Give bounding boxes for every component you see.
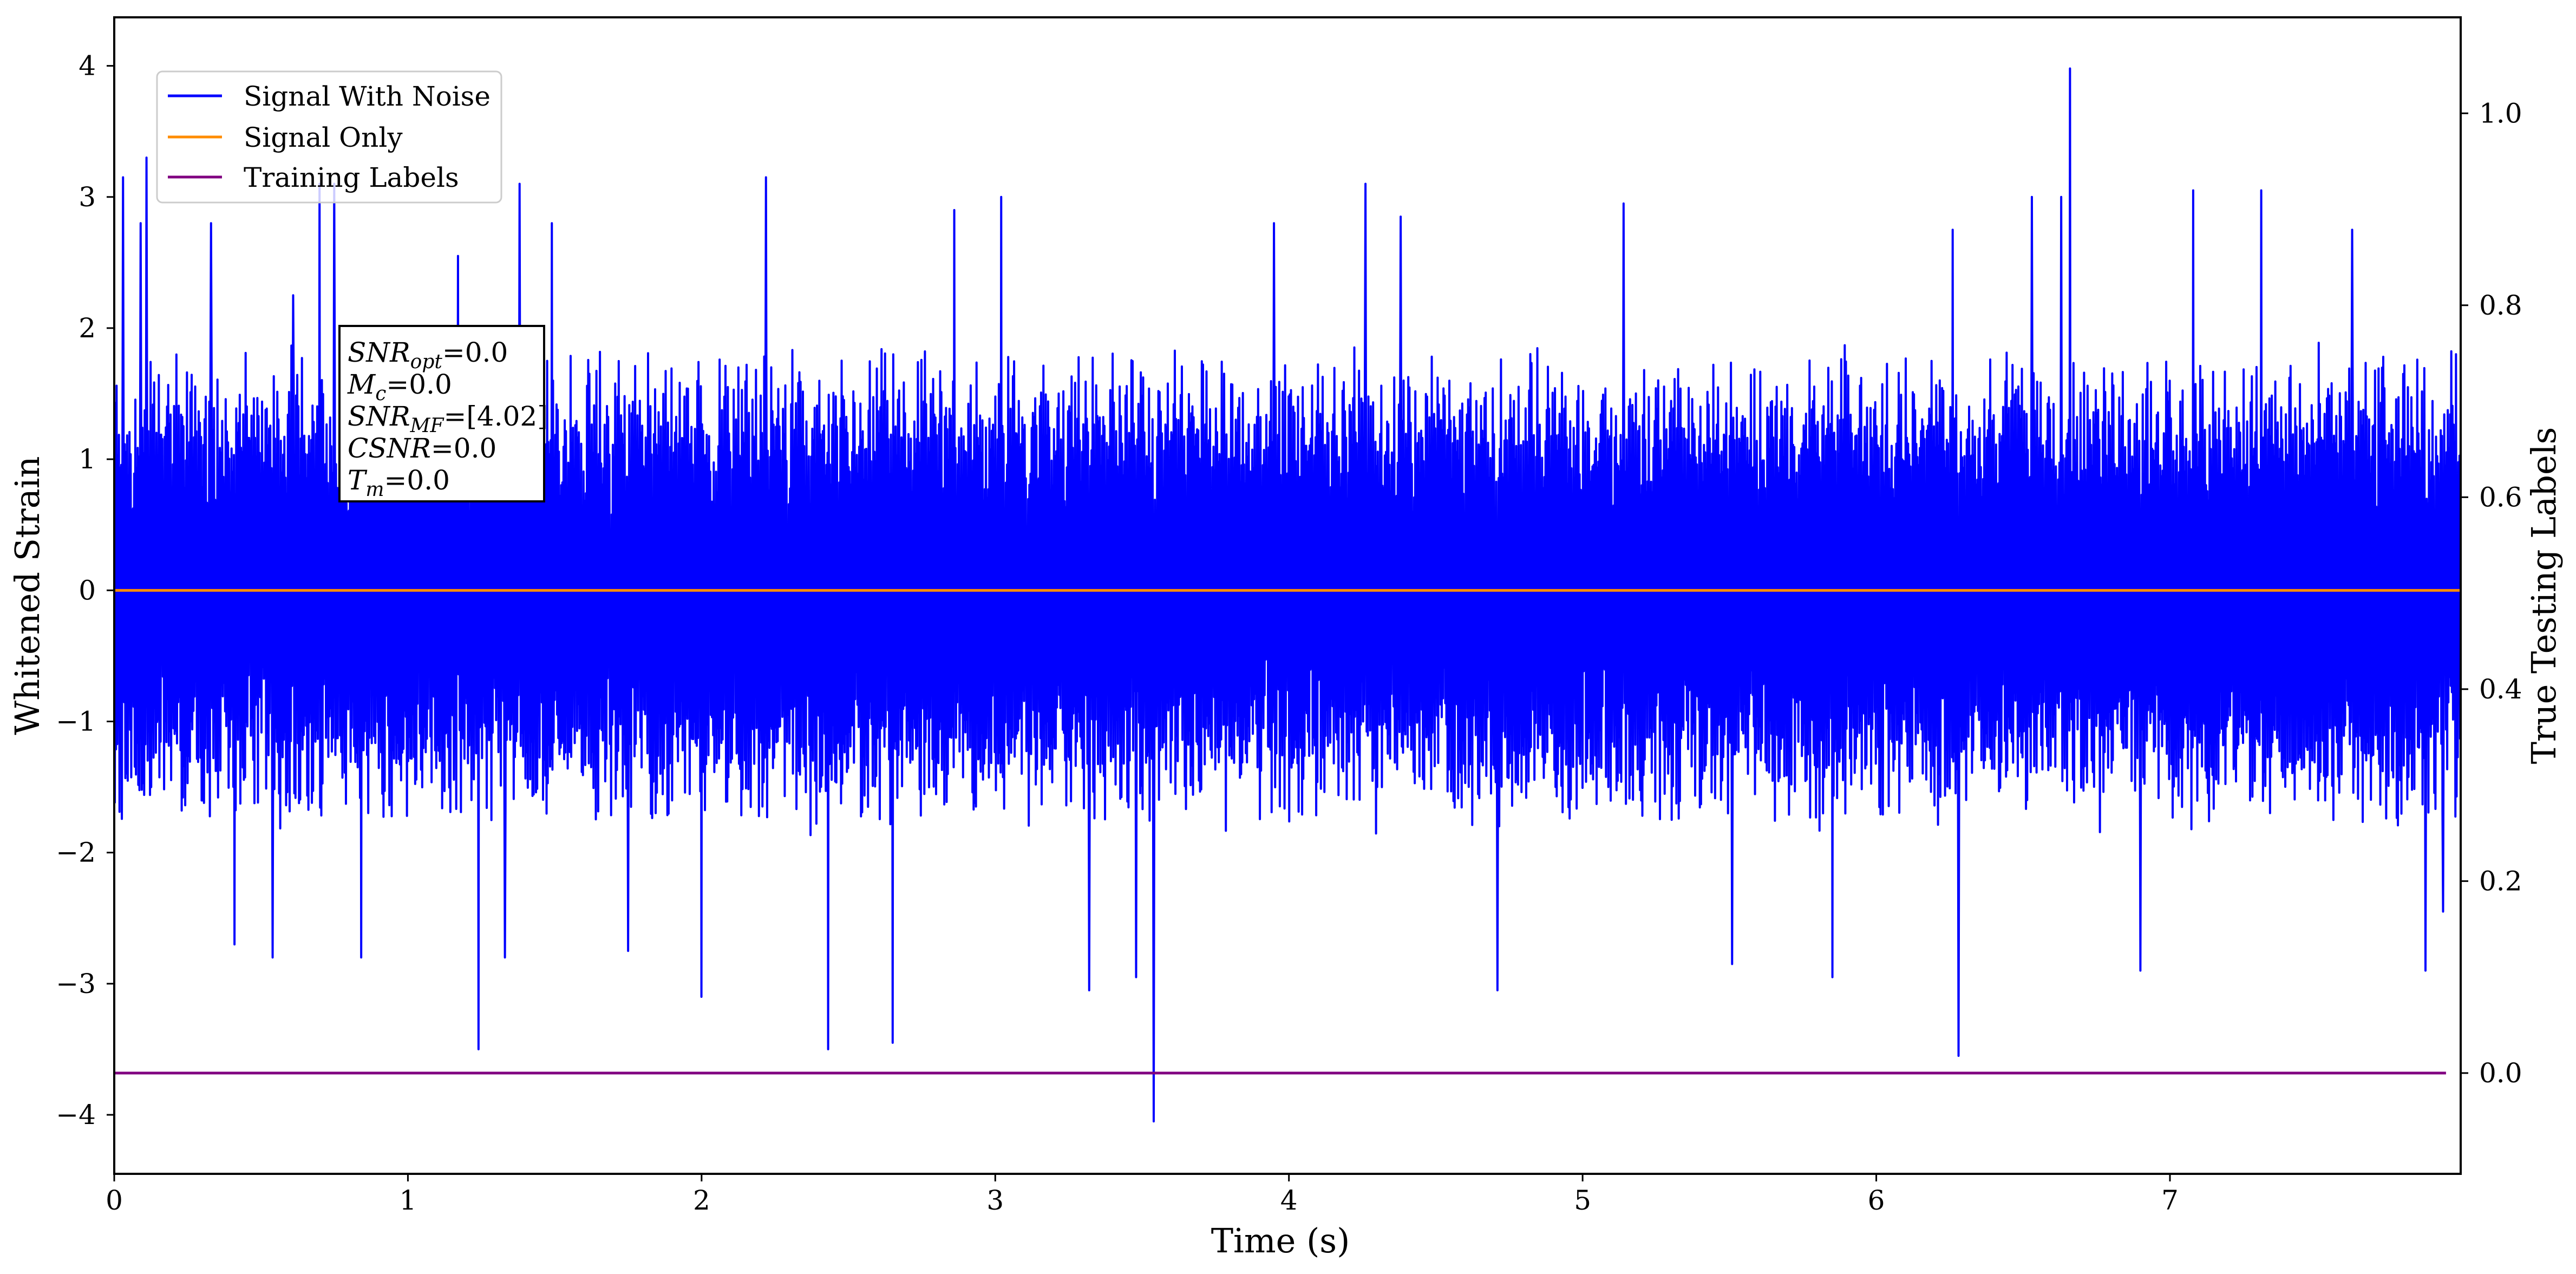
x-tick-label: 3 [986,1185,1004,1216]
y-tick-label: 1 [79,443,96,475]
x-tick-label: 6 [1868,1185,1885,1216]
annotation-line: SNRMF=[4.02] [348,401,548,437]
series-layer [114,67,2461,1123]
annotation-value: =0.0 [442,337,508,368]
annotation-line: Mc=0.0 [347,369,452,405]
y-tick-label: −3 [56,968,96,999]
x-axis-label: Time (s) [1211,1221,1350,1260]
annotation-line: CSNR=0.0 [348,433,496,464]
annotation-subscript: m [365,479,384,501]
y-axis: 4 3 2 1 0 −1 −2 −3 −4 [56,50,114,1131]
plot-frame [113,16,2462,1175]
annotation-frame [338,325,545,502]
annotation-subscript: c [375,383,386,405]
y2-axis: 1.0 0.8 0.6 0.4 0.2 0.0 [2461,97,2522,1089]
annotation-lines: SNRopt=0.0Mc=0.0SNRMF=[4.02]CSNR=0.0Tm=0… [347,337,548,501]
y2-tick-label: 0.6 [2479,481,2522,513]
annotation-symbol: SNR [348,401,410,432]
y2-tick-label: 0.2 [2479,865,2522,897]
annotation-symbol: T [348,465,368,496]
y-tick-label: 2 [79,312,96,344]
annotation-line: SNRopt=0.0 [348,337,508,373]
y-tick-label: −4 [56,1099,96,1131]
legend-label-training-labels: Training Labels [244,162,459,193]
legend: Signal With Noise Signal Only Training L… [156,70,502,204]
y-axis-label: Whitened Strain [8,456,47,735]
x-tick-label: 4 [1280,1185,1298,1216]
annotation-symbol: CSNR [348,433,431,464]
x-tick-label: 0 [106,1185,123,1216]
y-tick-label: −1 [56,705,96,737]
annotation-symbol: M [347,369,376,400]
annotation-box: SNRopt=0.0Mc=0.0SNRMF=[4.02]CSNR=0.0Tm=0… [338,325,548,502]
annotation-value: =[4.02] [444,401,548,432]
legend-box [156,70,502,204]
annotation-symbol: SNR [348,337,410,368]
y2-tick-label: 0.8 [2479,290,2522,321]
y2-tick-label: 0.0 [2479,1057,2522,1089]
annotation-value: =0.0 [386,369,452,400]
annotation-value: =0.0 [384,465,450,496]
y-tick-label: 4 [79,50,96,82]
annotation-value: =0.0 [431,433,496,464]
x-axis: 0 1 2 3 4 5 6 7 [106,1174,2179,1216]
y2-axis-label: True Testing Labels [2524,427,2564,765]
y2-tick-label: 0.4 [2479,674,2522,705]
x-tick-label: 7 [2161,1185,2179,1216]
y-tick-label: −2 [56,837,96,868]
annotation-subscript: MF [410,415,445,437]
x-tick-label: 1 [400,1185,417,1216]
y2-tick-label: 1.0 [2479,97,2522,129]
y-tick-label: 3 [79,181,96,213]
legend-label-signal-with-noise: Signal With Noise [244,81,491,112]
x-tick-label: 2 [693,1185,710,1216]
series-line-signal-with-noise [114,67,2461,1123]
legend-label-signal-only: Signal Only [244,122,403,153]
annotation-subscript: opt [410,351,443,373]
y-tick-label: 0 [79,574,96,606]
annotation-line: Tm=0.0 [348,465,450,501]
x-tick-label: 5 [1574,1185,1591,1216]
